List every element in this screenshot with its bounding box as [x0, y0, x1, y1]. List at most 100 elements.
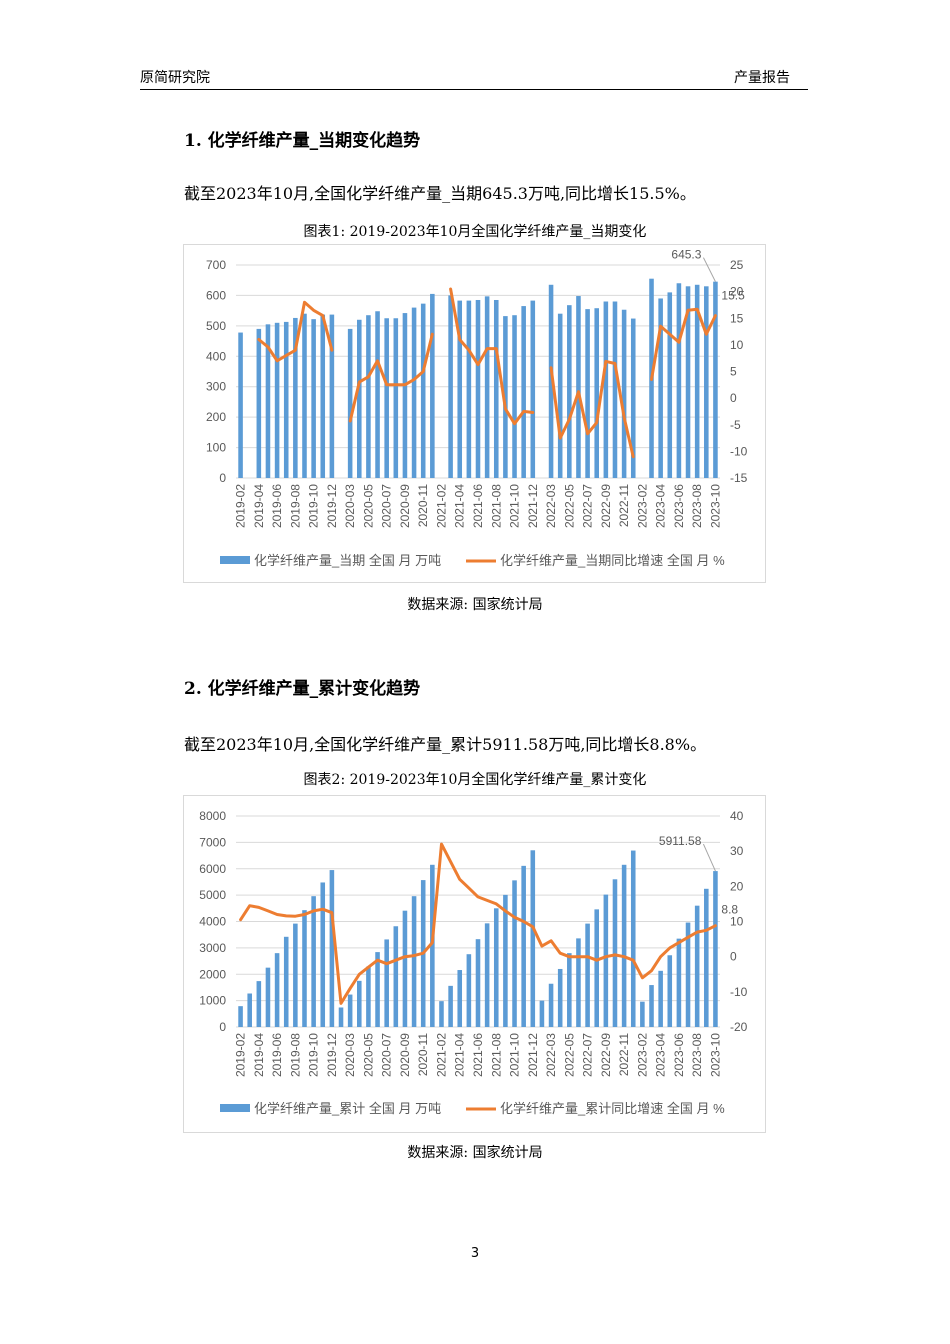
x-tick-label: 2023-02: [635, 1033, 649, 1077]
x-tick-label: 2022-07: [581, 1033, 595, 1077]
x-tick-label: 2023-08: [690, 1033, 704, 1077]
bar: [457, 300, 463, 478]
x-tick-label: 2019-12: [325, 1033, 339, 1077]
legend-label-bar: 化学纤维产量_累计 全国 月 万吨: [254, 1101, 441, 1116]
bar: [512, 315, 517, 478]
x-tick-label: 2022-05: [562, 1033, 576, 1077]
x-tick-label: 2023-08: [690, 484, 704, 528]
bar: [466, 954, 472, 1027]
x-tick-label: 2021-06: [471, 1033, 485, 1077]
bar: [457, 970, 463, 1027]
y-left-tick-label: 0: [219, 471, 226, 485]
bar: [649, 985, 654, 1027]
bar: [256, 981, 262, 1027]
bar: [384, 939, 389, 1027]
y-left-tick-label: 6000: [199, 862, 226, 876]
y-left-tick-label: 0: [219, 1020, 226, 1034]
y-right-tick-label: 0: [730, 950, 737, 964]
bar: [293, 317, 298, 478]
y-left-tick-label: 500: [206, 319, 226, 333]
bar: [311, 319, 316, 478]
x-tick-label: 2019-04: [252, 1033, 266, 1077]
bar: [557, 968, 563, 1027]
y-left-tick-label: 2000: [199, 967, 226, 981]
x-tick-label: 2019-10: [307, 1033, 321, 1077]
x-tick-label: 2020-11: [416, 484, 430, 527]
x-tick-label: 2021-06: [471, 484, 485, 528]
x-tick-label: 2023-10: [708, 484, 722, 528]
x-tick-label: 2019-06: [270, 484, 284, 528]
x-tick-label: 2023-06: [672, 484, 686, 528]
x-tick-label: 2023-06: [672, 1033, 686, 1077]
bar: [265, 967, 271, 1027]
header-org: 原简研究院: [140, 70, 210, 86]
bar: [238, 1006, 243, 1027]
y-right-tick-label: 20: [730, 285, 744, 299]
bar: [338, 1007, 344, 1027]
bar: [448, 985, 453, 1027]
y-right-tick-label: -20: [730, 1020, 748, 1034]
x-tick-label: 2022-05: [562, 484, 576, 528]
bar: [320, 882, 326, 1027]
x-tick-label: 2020-07: [380, 1033, 394, 1077]
bar: [503, 894, 508, 1027]
x-tick-label: 2021-08: [489, 484, 503, 528]
bar: [567, 953, 572, 1027]
bar: [375, 952, 380, 1027]
x-tick-label: 2021-08: [489, 1033, 503, 1077]
x-tick-label: 2020-09: [398, 484, 412, 528]
bar: [411, 896, 417, 1027]
x-tick-label: 2019-08: [288, 484, 302, 528]
chart1-frame: 0 100 200 300 400 500 600 700 -15 -10 -5 0 5 10 15 20 25…: [183, 244, 766, 583]
bar: [658, 970, 663, 1027]
bar: [411, 307, 417, 478]
y-left-tick-label: 100: [206, 441, 226, 455]
x-tick-label: 2022-11: [617, 484, 631, 527]
bar: [475, 939, 481, 1027]
x-tick-label: 2021-04: [453, 484, 467, 528]
y-right-tick-label: -10: [730, 985, 748, 999]
bar: [704, 286, 709, 478]
x-tick-label: 2020-07: [380, 484, 394, 528]
x-tick-label: 2019-02: [234, 1033, 248, 1077]
chart2-caption: 图表2: 2019-2023年10月全国化学纤维产量_累计变化: [303, 772, 647, 788]
legend-label-line: 化学纤维产量_当期同比增速 全国 月 %: [500, 553, 725, 568]
x-tick-label: 2019-02: [234, 484, 248, 528]
bar: [448, 295, 453, 478]
y-right-tick-label: 15: [730, 311, 744, 325]
bar: [658, 298, 663, 478]
bar: [557, 313, 563, 478]
bar: [621, 309, 627, 478]
x-tick-label: 2022-09: [599, 484, 613, 528]
bar: [475, 299, 481, 478]
x-tick-label: 2023-04: [654, 484, 668, 528]
y-left-tick-label: 600: [206, 288, 226, 302]
bar: [393, 318, 399, 478]
section2-summary: 截至2023年10月,全国化学纤维产量_累计5911.58万吨,同比增长8.8%…: [184, 735, 707, 754]
bar: [603, 301, 609, 478]
x-tick-label: 2019-08: [288, 1033, 302, 1077]
bar: [484, 296, 490, 478]
bar: [293, 923, 298, 1027]
bar: [530, 850, 536, 1027]
bar: [384, 318, 389, 478]
section1-summary: 截至2023年10月,全国化学纤维产量_当期645.3万吨,同比增长15.5%。: [184, 184, 696, 203]
bar: [548, 284, 554, 478]
y-right-tick-label: 10: [730, 338, 744, 352]
x-tick-label: 2020-11: [416, 1033, 430, 1076]
bar: [685, 286, 691, 478]
bar: [503, 316, 508, 478]
bar: [238, 332, 243, 478]
y-left-tick-label: 5000: [199, 888, 226, 902]
bar: [630, 850, 636, 1027]
x-tick-label: 2021-02: [434, 484, 448, 528]
y-right-tick-label: 5: [730, 365, 737, 379]
bar: [256, 328, 262, 478]
chart2-source: 数据来源: 国家统计局: [407, 1145, 543, 1161]
x-tick-label: 2021-02: [434, 1033, 448, 1077]
bar: [548, 983, 554, 1027]
bar: [393, 926, 399, 1027]
legend-swatch-bar: [220, 1104, 250, 1112]
y-left-tick-label: 400: [206, 349, 226, 363]
x-tick-label: 2020-03: [343, 484, 357, 528]
